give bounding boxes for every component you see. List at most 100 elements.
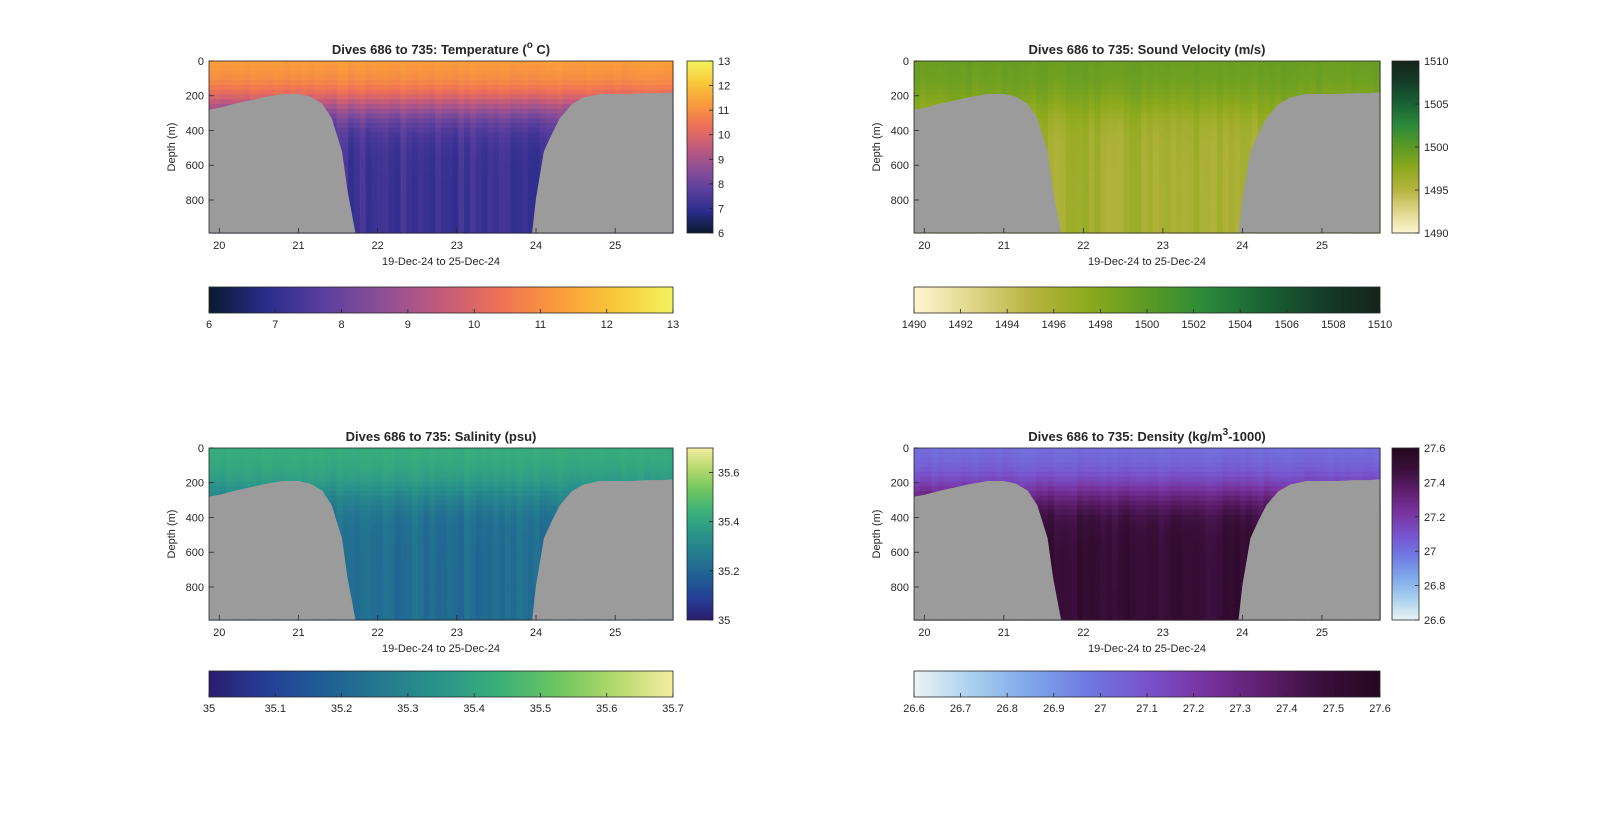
heatmap-cell <box>220 80 227 86</box>
heatmap-cell <box>1013 80 1020 86</box>
heatmap-cell <box>452 99 459 105</box>
heatmap-cell <box>1129 151 1136 158</box>
heatmap-cell <box>423 142 430 148</box>
heatmap-cell <box>649 84 657 91</box>
heatmap-cell <box>458 223 465 229</box>
heatmap-cell <box>1216 75 1224 81</box>
heatmap-cell <box>539 70 546 76</box>
heatmap-cell <box>516 180 523 186</box>
heatmap-cell <box>1094 175 1102 182</box>
heatmap-cell <box>1082 223 1090 229</box>
heatmap-cell <box>359 89 367 96</box>
heatmap-cell <box>1077 156 1084 162</box>
heatmap-cell <box>388 161 396 167</box>
heatmap-cell <box>1123 156 1131 162</box>
heatmap-cell <box>661 61 668 67</box>
heatmap-cell <box>931 84 938 91</box>
heatmap-cell <box>943 94 950 100</box>
heatmap-cell <box>400 204 407 210</box>
heatmap-cell <box>441 84 448 91</box>
heatmap-cell <box>1141 70 1148 76</box>
heatmap-cell <box>978 84 985 91</box>
heatmap-cell <box>533 175 541 182</box>
heatmap-cell <box>504 228 512 234</box>
heatmap-cell <box>1047 137 1055 143</box>
heatmap-cell <box>1065 61 1072 67</box>
heatmap-cell <box>1158 137 1166 143</box>
heatmap-cell <box>1176 108 1183 115</box>
heatmap-cell <box>377 127 384 134</box>
heatmap-cell <box>499 185 506 191</box>
heatmap-cell <box>499 170 506 177</box>
heatmap-cell <box>1094 151 1102 158</box>
x-tick-label: 21 <box>292 240 304 252</box>
heatmap-cell <box>278 80 285 86</box>
heatmap-cell <box>336 94 343 100</box>
heatmap-cell <box>1088 61 1096 67</box>
heatmap-cell <box>1147 156 1154 162</box>
heatmap-cell <box>377 75 384 81</box>
heatmap-cell <box>1141 142 1148 148</box>
heatmap-cell <box>446 80 454 86</box>
heatmap-cell <box>307 65 314 72</box>
heatmap-cell <box>1001 80 1008 86</box>
heatmap-cell <box>296 89 303 96</box>
heatmap-cell <box>562 99 570 105</box>
heatmap-cell <box>417 228 425 234</box>
heatmap-cell <box>475 147 483 153</box>
heatmap-cell <box>493 209 500 215</box>
heatmap-cell <box>441 113 448 119</box>
heatmap-cell <box>377 94 384 100</box>
heatmap-cell <box>226 99 233 105</box>
heatmap-cell <box>1071 123 1078 129</box>
heatmap-cell <box>632 89 639 96</box>
heatmap-cell <box>1013 70 1020 76</box>
heatmap-cell <box>354 199 361 205</box>
heatmap-cell <box>1199 151 1206 158</box>
heatmap-cell <box>481 190 488 196</box>
heatmap-cell <box>1234 142 1241 148</box>
heatmap-cell <box>1234 84 1241 91</box>
heatmap-cell <box>446 223 454 229</box>
heatmap-cell <box>1094 213 1102 220</box>
heatmap-cell <box>388 209 396 215</box>
heatmap-cell <box>1047 118 1055 124</box>
heatmap-cell <box>1152 123 1160 129</box>
heatmap-cell <box>1077 123 1084 129</box>
heatmap-cell <box>354 209 361 215</box>
heatmap-cell <box>464 223 471 229</box>
heatmap-cell <box>1141 161 1148 167</box>
heatmap-cell <box>475 223 483 229</box>
heatmap-cell <box>1187 65 1195 72</box>
heatmap-cell <box>1135 113 1142 119</box>
heatmap-cell <box>1065 123 1072 129</box>
heatmap-cell <box>1158 127 1166 134</box>
heatmap-cell <box>960 89 968 96</box>
heatmap-cell <box>1164 204 1171 210</box>
heatmap-cell <box>1216 213 1224 220</box>
heatmap-cell <box>412 113 419 119</box>
heatmap-cell <box>1088 94 1096 100</box>
heatmap-cell <box>481 218 488 225</box>
heatmap-cell <box>1106 175 1113 182</box>
heatmap-cell <box>1059 108 1067 115</box>
heatmap-cell <box>1158 185 1166 191</box>
heatmap-cell <box>1030 94 1037 100</box>
heatmap-cell <box>330 70 338 76</box>
heatmap-cell <box>1036 113 1043 119</box>
heatmap-cell <box>470 118 477 124</box>
heatmap-cell <box>383 204 390 210</box>
heatmap-cell <box>232 75 239 81</box>
heatmap-cell <box>1082 84 1090 91</box>
heatmap-cell <box>400 223 407 229</box>
heatmap-cell <box>1112 70 1119 76</box>
heatmap-cell <box>1117 228 1125 234</box>
heatmap-cell <box>470 166 477 172</box>
heatmap-cell <box>943 65 950 72</box>
heatmap-cell <box>371 170 378 177</box>
heatmap-cell <box>452 70 459 76</box>
heatmap-cell <box>1205 99 1212 105</box>
heatmap-cell <box>249 75 256 81</box>
heatmap-cell <box>354 213 361 220</box>
heatmap-cell <box>1211 108 1218 115</box>
